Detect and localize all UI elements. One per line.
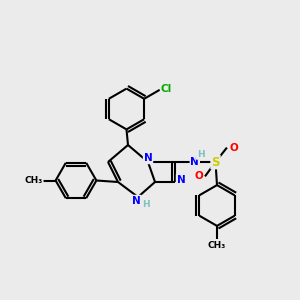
Text: N: N [177,175,185,184]
Text: O: O [229,142,238,153]
Text: N: N [190,157,199,167]
Text: CH₃: CH₃ [208,241,226,250]
Text: H: H [142,200,149,209]
Text: S: S [211,155,220,169]
Text: O: O [194,171,203,182]
Text: Cl: Cl [161,84,172,94]
Text: N: N [144,153,152,164]
Text: CH₃: CH₃ [25,176,43,185]
Text: H: H [197,150,204,159]
Text: N: N [132,196,141,206]
